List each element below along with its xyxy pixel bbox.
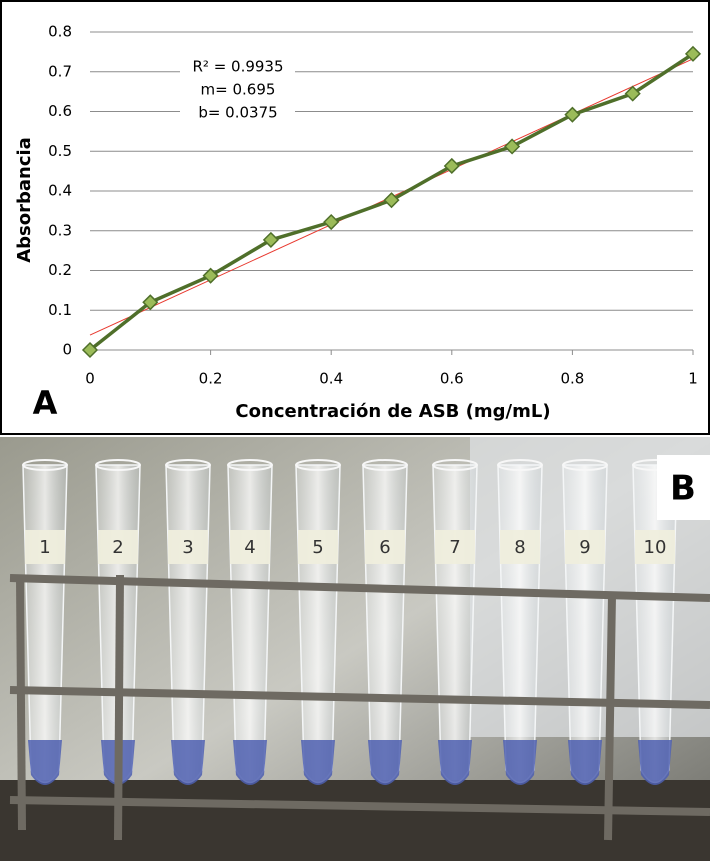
tube	[433, 465, 477, 783]
tube-label: 7	[449, 537, 460, 558]
panel-a-frame	[1, 1, 709, 434]
panel-label: A	[33, 384, 58, 422]
x-tick-label: 0.6	[440, 370, 464, 388]
tube-label: 6	[379, 537, 390, 558]
tube	[363, 465, 407, 783]
y-tick-label: 0.2	[48, 261, 72, 279]
annotation: b= 0.0375	[198, 104, 277, 122]
y-tick-label: 0.4	[48, 182, 72, 200]
x-tick-label: 0	[85, 370, 95, 388]
y-tick-label: 0.7	[48, 62, 72, 80]
page: 0 0.1 0.2 0.3 0.4 0.5 0.6 0.7 0.8 0 0.2 0.4 0.6 0.8 1 C…	[0, 0, 710, 861]
tube	[23, 465, 67, 783]
y-axis-title: Absorbancia	[14, 137, 35, 263]
y-tick-label: 0.1	[48, 301, 72, 319]
annotation: m= 0.695	[201, 81, 276, 99]
figure: 0 0.1 0.2 0.3 0.4 0.5 0.6 0.7 0.8 0 0.2 0.4 0.6 0.8 1 C…	[0, 0, 710, 861]
tube	[498, 465, 542, 783]
y-tick-label: 0.6	[48, 102, 72, 120]
tube-label: 9	[579, 537, 590, 558]
x-tick-label: 0.4	[319, 370, 343, 388]
tube-label: 2	[112, 537, 123, 558]
tube	[296, 465, 340, 783]
tube	[166, 465, 210, 783]
y-tick-label: 0.5	[48, 142, 72, 160]
photo: 1 2 3 4 5 6 7 8 9 10 B	[0, 437, 710, 861]
x-tick-label: 0.2	[199, 370, 223, 388]
panel-label: B	[670, 469, 696, 509]
x-tick-label: 0.8	[560, 370, 584, 388]
bench	[0, 780, 710, 861]
x-axis-title: Concentración de ASB (mg/mL)	[235, 401, 550, 422]
tube-label: 8	[514, 537, 525, 558]
y-tick-label: 0.3	[48, 221, 72, 239]
tube-label: 4	[244, 537, 255, 558]
tube	[563, 465, 607, 783]
tube	[228, 465, 272, 783]
tube-label: 3	[182, 537, 193, 558]
x-tick-label: 1	[688, 370, 698, 388]
tube-label: 5	[312, 537, 323, 558]
y-tick-label: 0	[62, 341, 72, 359]
annotation: R² = 0.9935	[192, 58, 283, 76]
y-tick-label: 0.8	[48, 23, 72, 41]
tube-label: 1	[39, 537, 50, 558]
tube-label: 10	[644, 537, 667, 558]
